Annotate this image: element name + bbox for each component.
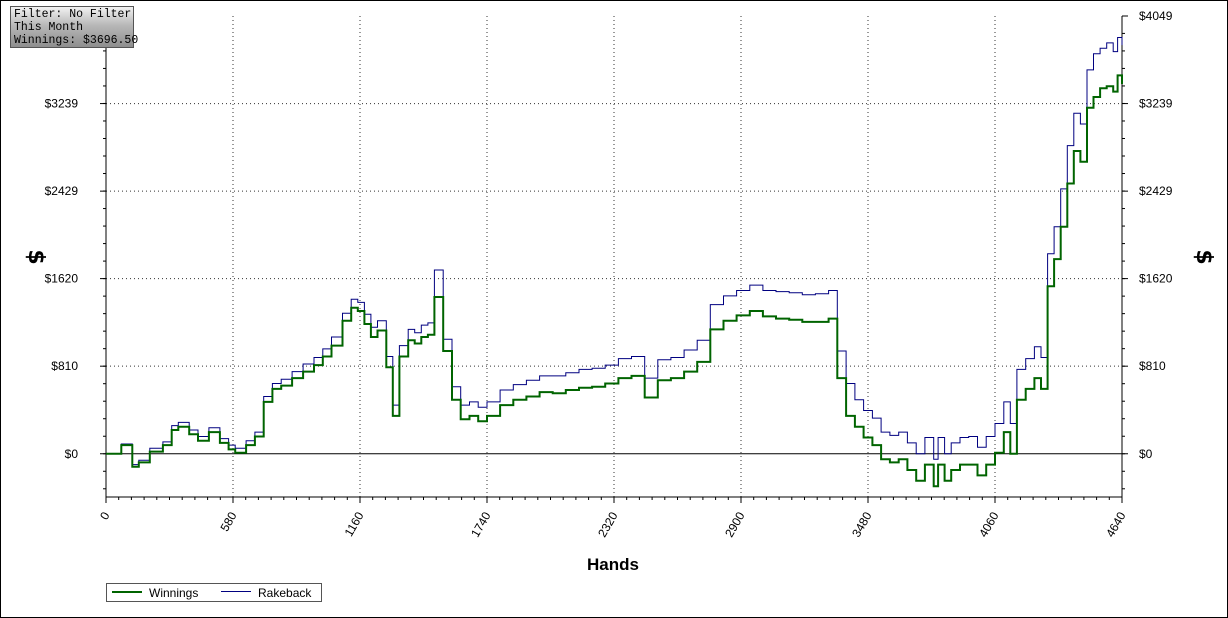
legend-label-winnings: Winnings — [149, 586, 199, 600]
y-tick-label-right: $3239 — [1139, 97, 1173, 111]
y-tick-label-left: $1620 — [45, 272, 79, 286]
x-tick-labels: 0 580 1160 1740 2320 2900 3480 4060 4640 — [97, 509, 1129, 539]
legend-label-rakeback: Rakeback — [258, 586, 312, 600]
x-tick-label: 3480 — [849, 509, 875, 539]
x-tick-label: 0 — [97, 509, 113, 522]
x-tick-label: 2320 — [595, 509, 621, 539]
y-tick-label-right: $1620 — [1139, 272, 1173, 286]
grid-lines — [106, 16, 1122, 497]
y-tick-label-right: $2429 — [1139, 184, 1173, 198]
legend-swatch-rakeback — [221, 591, 251, 592]
x-tick-label: 4640 — [1103, 509, 1129, 539]
y-axis-label-right: $ — [1191, 249, 1216, 264]
series-lines — [106, 37, 1123, 488]
x-tick-label: 2900 — [722, 509, 748, 539]
x-tick-label: 4060 — [976, 509, 1002, 539]
y-tick-label-left: $0 — [65, 447, 79, 461]
y-axis-label-left: $ — [23, 249, 48, 264]
legend: Winnings Rakeback — [106, 583, 322, 602]
y-tick-label-right: $4049 — [1139, 9, 1173, 23]
filter-label: Filter: No Filter — [14, 8, 132, 21]
y-tick-label-left: $2429 — [45, 184, 79, 198]
winnings-label: Winnings: $3696.50 — [14, 34, 139, 47]
y-tick-labels-right: $0 $810 $1620 $2429 $3239 $4049 — [1139, 9, 1173, 461]
y-tick-label-right: $0 — [1139, 447, 1153, 461]
y-tick-label-left: $3239 — [45, 97, 79, 111]
y-tick-label-left: $810 — [51, 359, 78, 373]
legend-swatch-winnings — [112, 591, 142, 593]
x-tick-label: 1740 — [468, 509, 494, 539]
y-tick-label-right: $810 — [1139, 359, 1166, 373]
series-line-rakeback — [106, 37, 1123, 466]
x-axis-label: Hands — [587, 555, 639, 574]
series-line-winnings — [106, 74, 1123, 488]
period-label: This Month — [14, 21, 84, 34]
y-tick-labels-left: $0$810$1620$2429$3239$4049 — [45, 9, 79, 461]
x-tick-label: 580 — [217, 509, 239, 534]
x-tick-label: 1160 — [342, 509, 367, 539]
filter-info-box: Filter: No Filter This Month Winnings: $… — [10, 6, 139, 48]
axes — [100, 15, 1128, 503]
